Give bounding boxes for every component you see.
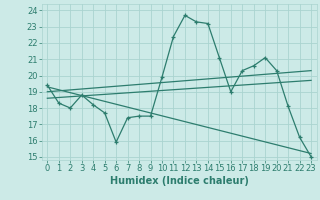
X-axis label: Humidex (Indice chaleur): Humidex (Indice chaleur) [110, 176, 249, 186]
